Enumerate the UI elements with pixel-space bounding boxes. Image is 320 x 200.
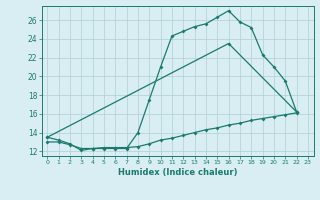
X-axis label: Humidex (Indice chaleur): Humidex (Indice chaleur) [118,168,237,177]
